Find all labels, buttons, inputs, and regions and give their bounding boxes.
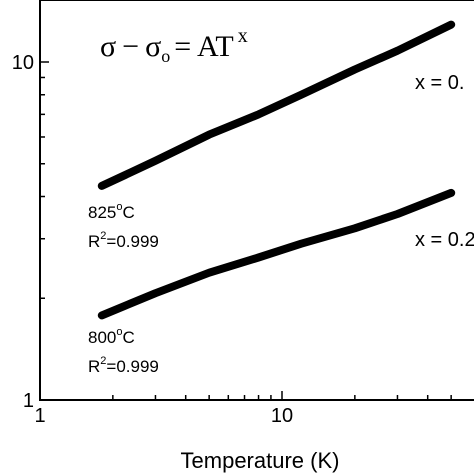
x-axis-label: Temperature (K) (181, 448, 340, 473)
annotation-800-temp-value: 800 (88, 328, 116, 347)
y-tick-label-10: 10 (12, 52, 34, 74)
equation: σ − σo = AT x (100, 25, 248, 66)
series-group (97, 20, 456, 320)
plot-frame (39, 0, 474, 401)
equation-superscript: x (238, 25, 248, 47)
annotation-800-r2: R2=0.999 (88, 355, 159, 376)
annotation-825-temp: 825oC (88, 201, 135, 222)
annotation-825-r2: R2=0.999 (88, 230, 159, 251)
annotation-825-unit: C (123, 203, 135, 222)
annotation-800-temp: 800oC (88, 326, 135, 347)
fit-label-825: x = 0. (415, 72, 464, 94)
y-tick-label-1: 1 (23, 390, 34, 412)
annotation-800-degree: o (116, 326, 122, 338)
annotation-825-r2-value: =0.999 (106, 232, 158, 251)
equation-sigma0: σ (145, 30, 161, 63)
series-line-0 (97, 20, 456, 190)
annotation-825-degree: o (116, 201, 122, 213)
equation-sigma: σ (100, 30, 116, 63)
annotation-825-r2-sup: 2 (100, 230, 106, 242)
annotation-800-unit: C (123, 328, 135, 347)
x-tick-label-1: 1 (34, 405, 45, 427)
series-line-1 (97, 188, 456, 320)
annotation-800-r2-value: =0.999 (106, 357, 158, 376)
x-tick-label-10: 10 (271, 405, 293, 427)
fit-label-800: x = 0.2 (415, 229, 474, 251)
annotation-825-temp-value: 825 (88, 203, 116, 222)
equation-minus: − (122, 30, 139, 63)
annotation-800-r2-sup: 2 (100, 355, 106, 367)
equation-rhs: = AT (174, 30, 233, 63)
annotation-825-r2-prefix: R (88, 232, 100, 251)
equation-subscript: o (161, 46, 170, 66)
annotation-800-r2-prefix: R (88, 357, 100, 376)
